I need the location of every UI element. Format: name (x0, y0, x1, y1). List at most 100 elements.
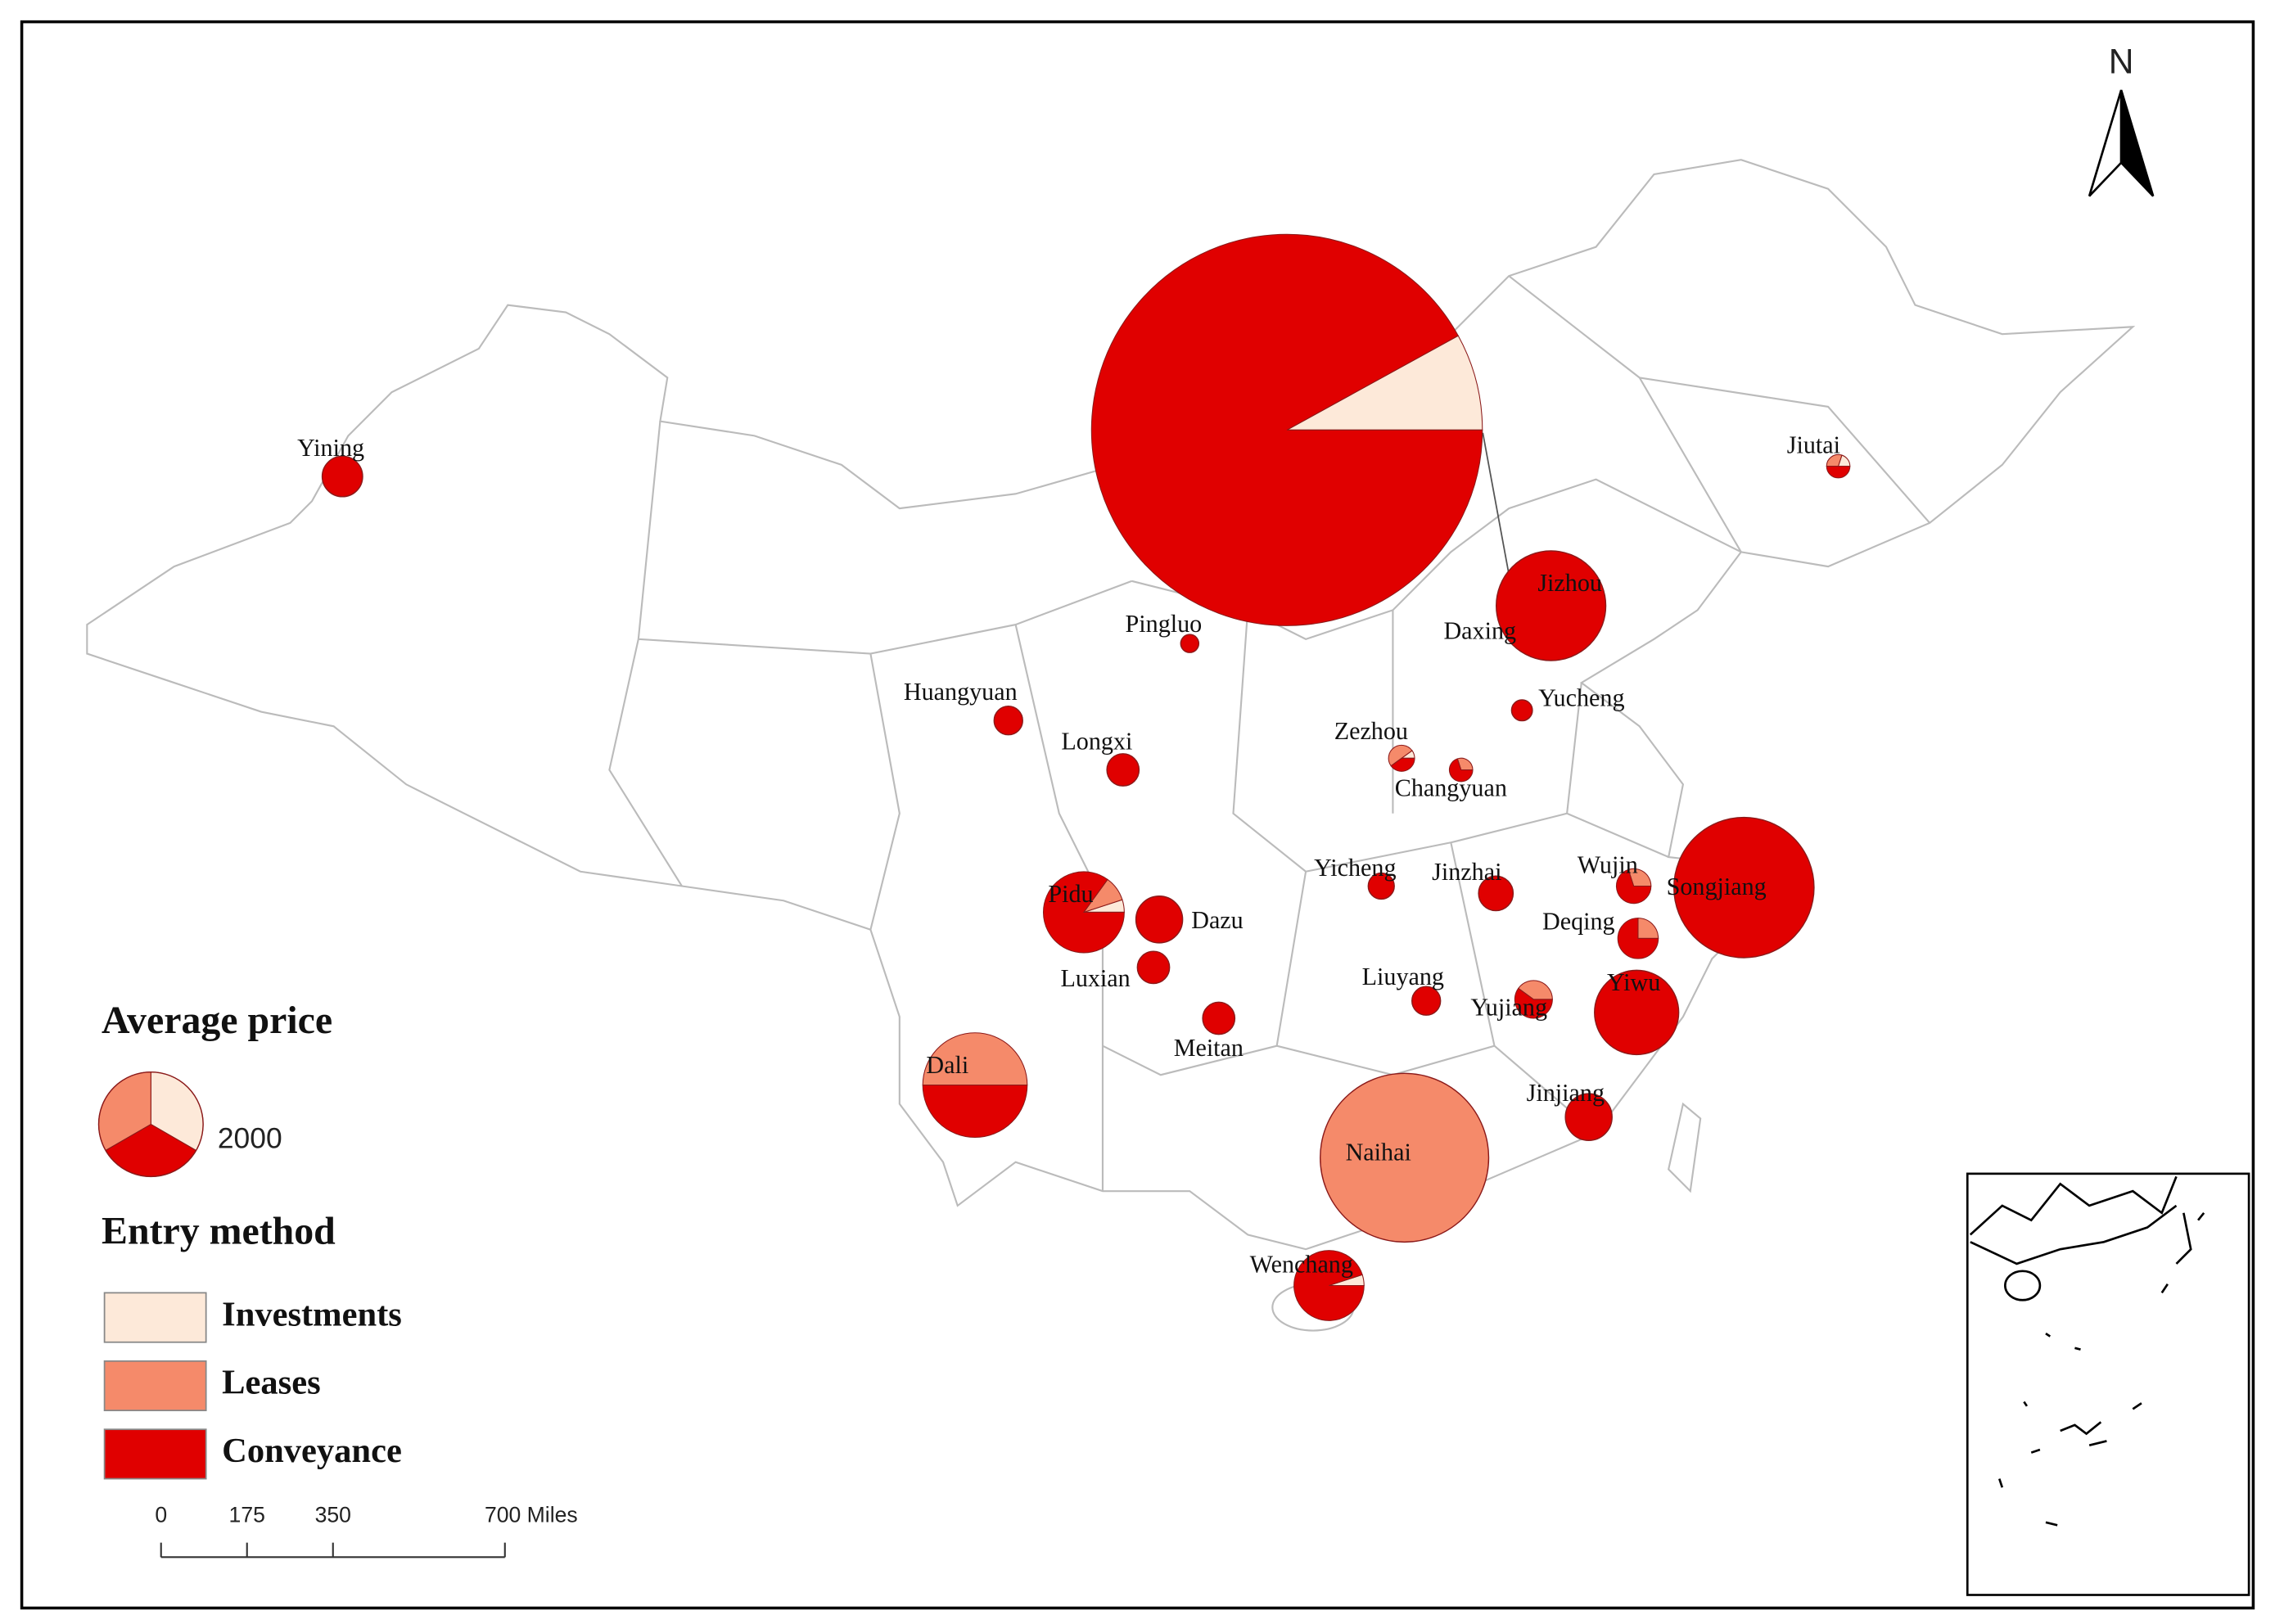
north-arrow-right (2119, 89, 2155, 197)
site-pie (1478, 875, 1514, 912)
site-pie (1320, 1072, 1490, 1243)
site-pie (1448, 757, 1474, 783)
pie-slice (1320, 1072, 1490, 1243)
legend-swatch (103, 1292, 207, 1343)
site-label: Jiutai (1787, 431, 1840, 458)
pie-slice (1411, 986, 1442, 1016)
site-pie (922, 1032, 1028, 1138)
pie-slice (1390, 757, 1415, 772)
site-pie (1826, 453, 1851, 479)
site-pie (1514, 980, 1553, 1019)
scale-label: 0 (155, 1503, 167, 1527)
pie-slice (1517, 980, 1553, 1000)
site-pie (1106, 753, 1140, 787)
site-labels: Yining Daxing Jiutai Jizhou Pingluo Huangyuan… (297, 431, 1840, 1278)
site-label: Longxi (1061, 728, 1132, 756)
pie-slice (1293, 1250, 1365, 1321)
pie-slice (1564, 1093, 1613, 1141)
scale-bar: 0 175 350 700 Miles (155, 1503, 578, 1559)
pie-slice (922, 1032, 1028, 1086)
pie-slice (1627, 868, 1652, 887)
legend-swatch (103, 1360, 207, 1412)
legend-size-value: 2000 (218, 1121, 282, 1154)
site-label: Yicheng (1314, 854, 1396, 882)
pie-slice (321, 455, 363, 498)
inset (1966, 1172, 2250, 1596)
site-label: Jizhou (1537, 569, 1602, 597)
site-label: Wujin (1578, 850, 1638, 878)
pie-slice (1202, 1001, 1236, 1035)
pie-slice (1495, 550, 1607, 661)
site-label: Dali (926, 1051, 968, 1079)
site-label: Liuyang (1362, 963, 1444, 990)
site-label: Wenchang (1250, 1250, 1353, 1278)
site-pie (1411, 986, 1442, 1016)
pie-slice (1286, 335, 1483, 431)
site-label: Naihai (1346, 1139, 1411, 1166)
site-pie (993, 705, 1023, 736)
pie-slice (1090, 233, 1483, 626)
site-label: Meitan (1174, 1034, 1244, 1062)
pie-slice (1673, 816, 1815, 959)
site-pie (1180, 634, 1200, 653)
legend: Average price 2000 Entry method Investme… (97, 999, 402, 1480)
site-pie (1510, 699, 1533, 722)
site-pie (1564, 1093, 1613, 1141)
site-label: Luxian (1060, 964, 1130, 992)
site-pie (1090, 233, 1483, 626)
pie-slice (1594, 969, 1680, 1056)
pie-slice (1135, 895, 1184, 944)
site-pie (1617, 918, 1659, 959)
site-label: Deqing (1542, 908, 1615, 936)
north-label: N (2109, 42, 2134, 81)
pie-slice (1448, 758, 1474, 783)
site-pie (1594, 969, 1680, 1056)
site-pie (1135, 895, 1184, 944)
site-pies (321, 233, 1851, 1321)
province-lines (608, 275, 1930, 1192)
pie-slice (1510, 699, 1533, 722)
pie-slice (1637, 918, 1659, 939)
inset-frame (1966, 1172, 2250, 1596)
site-pie (1367, 872, 1395, 900)
site-label: Pingluo (1126, 610, 1203, 638)
site-label: Changyuan (1395, 774, 1507, 801)
pie-slice (1042, 871, 1125, 954)
pie-slice (993, 705, 1023, 736)
pie-slice (1826, 466, 1851, 479)
site-label: Dazu (1191, 906, 1244, 934)
legend-size-title: Average price (102, 999, 332, 1042)
site-label: Yining (297, 434, 364, 462)
island (1668, 1102, 1702, 1193)
pie-slice (1514, 987, 1553, 1019)
site-pie (321, 455, 363, 498)
scale-label: 175 (229, 1503, 265, 1527)
site-label: Songjiang (1667, 873, 1767, 900)
legend-size-circle (97, 1071, 204, 1178)
site-label: Yiwu (1607, 968, 1660, 996)
scale-label: 700 Miles (485, 1503, 578, 1527)
site-pie (1495, 550, 1607, 661)
legend-label: Investments (222, 1295, 402, 1333)
site-pie (1673, 816, 1815, 959)
north-arrow: N (2088, 42, 2155, 197)
pie-slice (1478, 875, 1514, 912)
inset-coast (1969, 1175, 2205, 1527)
site-label: Zezhou (1334, 717, 1408, 745)
site-pie (1615, 868, 1652, 904)
site-pie (1042, 871, 1125, 954)
pie-slice (1180, 634, 1200, 653)
site-label: Jinzhai (1432, 858, 1501, 886)
site-pie (1388, 744, 1415, 772)
pie-slice (1617, 918, 1659, 959)
legend-label: Leases (222, 1364, 320, 1402)
site-pie (1202, 1001, 1236, 1035)
site-label: Daxing (1443, 617, 1516, 645)
site-label: Yujiang (1470, 993, 1547, 1021)
site-pie (1136, 950, 1171, 985)
pie-slice (1367, 872, 1395, 900)
legend-label: Conveyance (222, 1432, 402, 1470)
legend-entry-title: Entry method (102, 1209, 336, 1252)
pie-slice (1615, 868, 1652, 904)
